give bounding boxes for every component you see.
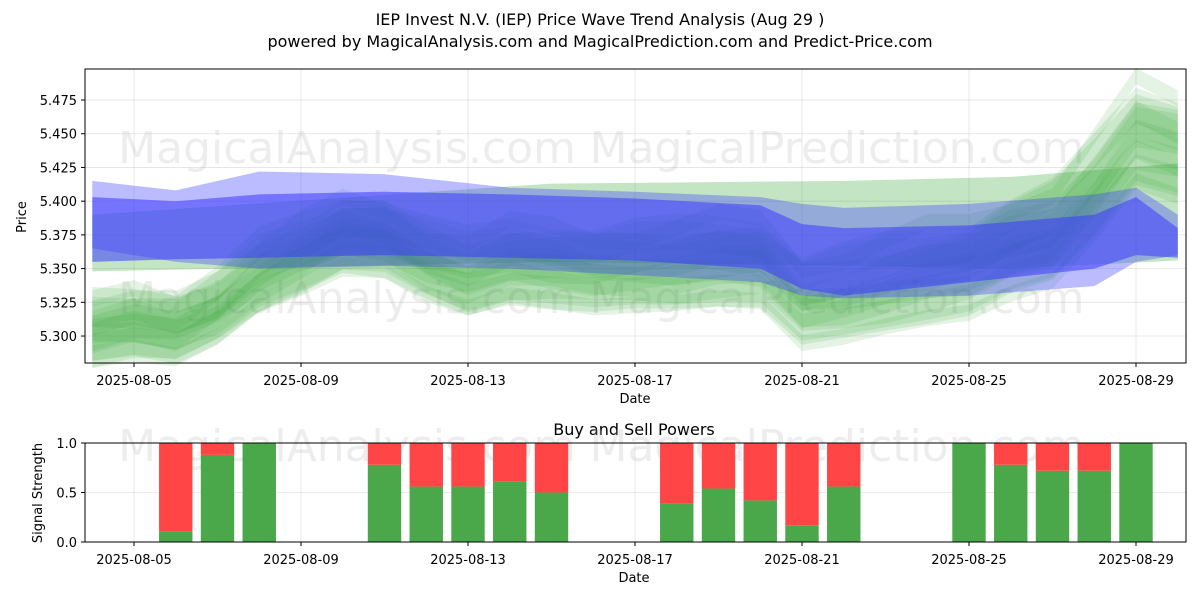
bottom-y-tick-label: 0.5 [56, 487, 77, 502]
buy-bar [994, 464, 1028, 542]
green-wave-band [92, 173, 1178, 364]
buy-bar [827, 486, 861, 542]
sell-bar [743, 443, 777, 501]
top-x-tick-label: 2025-08-21 [764, 374, 840, 389]
top-x-ticks: 2025-08-05 2025-08-09 2025-08-13 2025-08-17… [96, 363, 1174, 389]
top-x-tick-label: 2025-08-25 [931, 374, 1007, 389]
sell-bar [1035, 443, 1070, 471]
signal-bars [159, 443, 1153, 542]
buy-bar [701, 488, 736, 542]
top-y-tick-label: 5.300 [40, 330, 77, 345]
green-wave-band [92, 136, 1178, 368]
sell-bar [367, 443, 402, 465]
bottom-x-tick-label: 2025-08-05 [96, 553, 172, 568]
bottom-x-tick-label: 2025-08-13 [430, 553, 506, 568]
chart-title: IEP Invest N.V. (IEP) Price Wave Trend A… [376, 10, 825, 29]
buy-bar [200, 454, 235, 542]
top-y-tick-label: 5.375 [40, 229, 77, 244]
watermark-analysis-lower: MagicalAnalysis.com [118, 273, 576, 324]
buy-bar [785, 525, 819, 542]
bottom-x-tick-label: 2025-08-21 [764, 553, 840, 568]
sell-bar [660, 443, 694, 504]
top-y-tick-label: 5.425 [40, 161, 77, 176]
top-y-tick-label: 5.475 [40, 94, 77, 109]
sell-bar [409, 443, 443, 487]
sell-bar [785, 443, 819, 526]
green-wave-band [92, 119, 1178, 354]
bottom-y-axis-label: Signal Strength [31, 443, 46, 543]
top-y-tick-label: 5.325 [40, 296, 77, 311]
buy-bar [367, 464, 402, 542]
sell-bar [493, 443, 527, 482]
buy-bar [660, 503, 694, 542]
top-y-ticks: 5.300 5.325 5.350 5.375 5.400 5.425 5.450 5.475 [40, 94, 85, 345]
top-watermarks: MagicalAnalysis.com MagicalPrediction.co… [118, 123, 1084, 324]
buy-bar [743, 500, 777, 542]
sell-bar [701, 443, 736, 489]
buy-bar [451, 486, 485, 542]
sell-bar [1077, 443, 1111, 471]
green-wave-band [92, 94, 1178, 333]
buy-bar [1035, 470, 1070, 542]
top-x-tick-label: 2025-08-09 [263, 374, 339, 389]
buy-bar [1119, 443, 1153, 542]
top-x-tick-label: 2025-08-05 [96, 374, 172, 389]
blue-wave-bands [92, 171, 1178, 299]
buy-bar [493, 481, 527, 542]
sell-bar [451, 443, 485, 487]
top-x-tick-label: 2025-08-17 [597, 374, 673, 389]
bottom-y-tick-label: 0.0 [56, 536, 77, 551]
top-y-tick-label: 5.400 [40, 195, 77, 210]
bottom-x-tick-label: 2025-08-09 [263, 553, 339, 568]
watermark-prediction: MagicalPrediction.com [590, 123, 1085, 174]
top-y-tick-label: 5.350 [40, 263, 77, 278]
bottom-chart-title: Buy and Sell Powers [553, 420, 715, 439]
green-wave-band [92, 101, 1178, 335]
watermark-analysis: MagicalAnalysis.com [118, 123, 576, 174]
green-wave-band [92, 106, 1178, 352]
sell-bar [159, 443, 193, 532]
sell-bar [200, 443, 235, 455]
top-x-axis-label: Date [619, 392, 650, 407]
buy-bar [159, 531, 193, 542]
buy-bar [242, 443, 276, 542]
bottom-x-tick-label: 2025-08-25 [931, 553, 1007, 568]
buy-bar [534, 492, 569, 542]
bottom-y-tick-label: 1.0 [56, 437, 77, 452]
top-x-tick-label: 2025-08-13 [430, 374, 506, 389]
bottom-x-tick-label: 2025-08-29 [1098, 553, 1174, 568]
bottom-x-axis-label: Date [618, 571, 649, 586]
bottom-y-ticks: 0.0 0.5 1.0 [56, 437, 85, 551]
sell-bar [827, 443, 861, 487]
top-y-axis-label: Price [15, 201, 30, 233]
top-x-tick-label: 2025-08-29 [1098, 374, 1174, 389]
buy-bar [409, 486, 443, 542]
green-wave-band [92, 154, 1178, 361]
sell-bar [534, 443, 569, 493]
top-y-tick-label: 5.450 [40, 128, 77, 143]
chart-subtitle: powered by MagicalAnalysis.com and Magic… [267, 32, 932, 51]
bottom-x-tick-label: 2025-08-17 [597, 553, 673, 568]
bottom-x-ticks: 2025-08-05 2025-08-09 2025-08-13 2025-08-17… [96, 542, 1174, 568]
blue-wave-band-core [92, 191, 1178, 296]
buy-bar [952, 443, 986, 542]
sell-bar [994, 443, 1028, 465]
green-wave-band [92, 139, 1178, 352]
buy-bar [1077, 470, 1111, 542]
